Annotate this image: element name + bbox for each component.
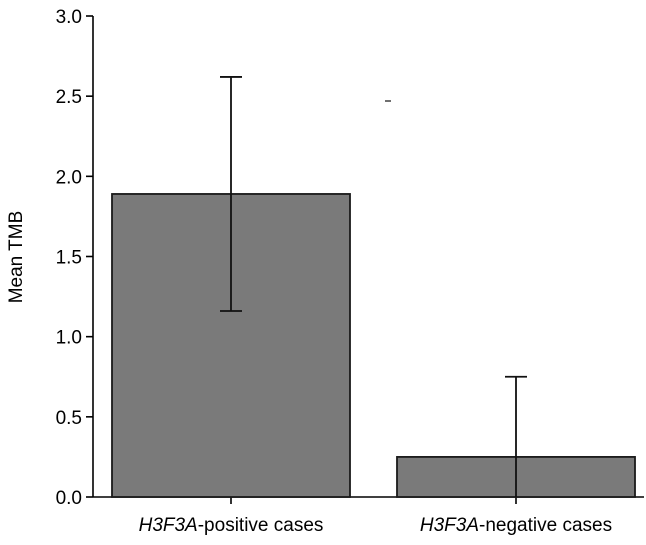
y-tick-label: 3.0 (56, 7, 82, 28)
x-tick-label-gene: H3F3A (420, 515, 479, 536)
y-tick-label: 2.5 (56, 87, 82, 108)
y-tick-label: 0.5 (56, 408, 82, 429)
y-tick-label: 1.5 (56, 248, 82, 269)
x-tick-label-text: -negative cases (479, 515, 612, 536)
x-tick-label: H3F3A-positive cases (139, 515, 324, 536)
error-bars (220, 76, 527, 497)
y-tick-label: 0.0 (56, 488, 82, 509)
x-tick-label-gene: H3F3A (139, 515, 198, 536)
x-tick-labels: H3F3A-positive cases H3F3A-negative cases (139, 515, 613, 536)
y-tick-labels: 0.0 0.5 1.0 1.5 2.0 2.5 3.0 (56, 7, 82, 509)
x-tick-label-text: -positive cases (198, 515, 324, 536)
y-tick-label: 1.0 (56, 328, 82, 349)
y-axis-title: Mean TMB (6, 211, 27, 304)
x-tick-label: H3F3A-negative cases (420, 515, 612, 536)
y-tick-label: 2.0 (56, 167, 82, 188)
bars (111, 193, 636, 498)
